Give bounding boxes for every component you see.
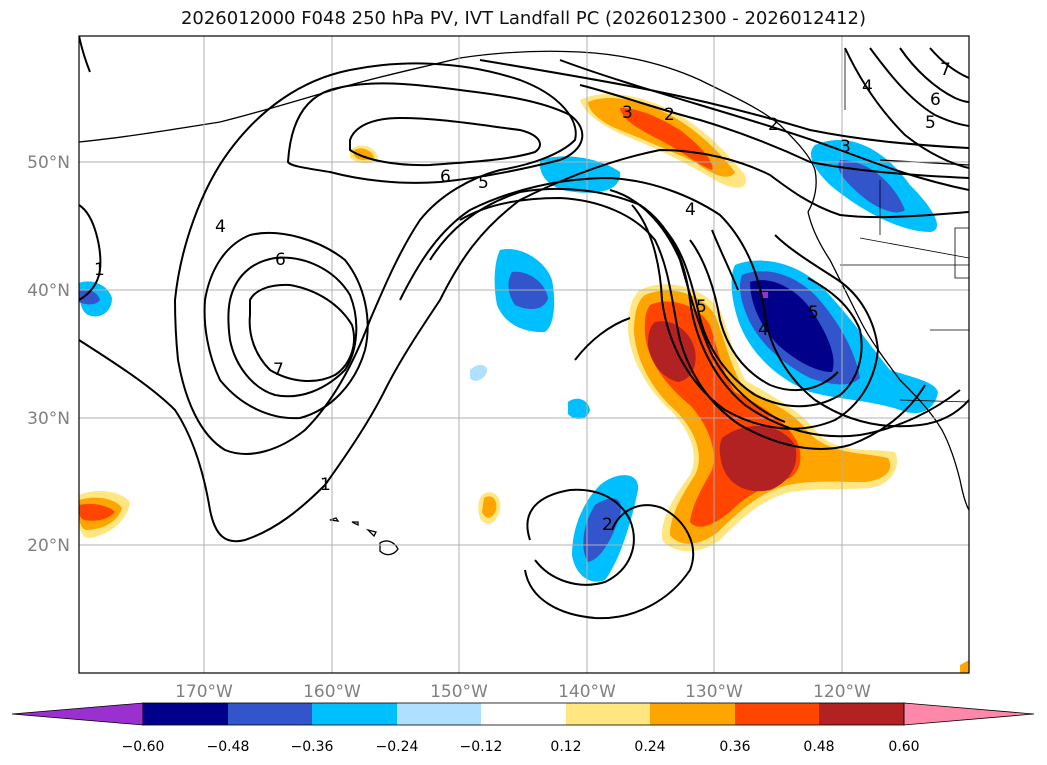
pv-contours: [79, 36, 969, 620]
lon-label: 120°W: [813, 682, 871, 702]
contour-label-layer: 3 2 1 6 5 4 7 6 5 4 6 7 5 4 3 2 1 2 4 5: [94, 60, 951, 535]
lat-label: 40°N: [27, 281, 70, 301]
colorbar-bin: [228, 703, 312, 725]
colorbar-tick: 0.60: [888, 739, 919, 755]
colorbar-bin: [650, 703, 735, 725]
contour-label: 6: [930, 90, 941, 110]
contour-label: 1: [94, 260, 105, 280]
contour-label: 5: [925, 113, 936, 133]
contour-label: 7: [940, 60, 951, 80]
contour-label: 6: [440, 167, 451, 187]
colorbar-bin: [312, 703, 397, 725]
contour-label: 4: [685, 200, 696, 220]
contour-label: 4: [758, 320, 769, 340]
colorbar-tick: −0.60: [122, 739, 165, 755]
colorbar-tick: 0.48: [803, 739, 834, 755]
lon-label: 170°W: [175, 682, 233, 702]
colorbar-bin: [397, 703, 481, 725]
contour-label: 5: [478, 173, 489, 193]
colorbar: −0.60 −0.48 −0.36 −0.24 −0.12 0.12 0.24 …: [11, 702, 1035, 755]
colorbar-tick: −0.12: [460, 739, 503, 755]
colorbar-bin: [481, 703, 566, 725]
lon-label: 160°W: [303, 682, 361, 702]
contour-label: 7: [273, 360, 284, 380]
colorbar-tick: 0.36: [719, 739, 750, 755]
colorbar-min-extend: [11, 702, 144, 726]
contour-label: 3: [840, 137, 851, 157]
colorbar-tick: 0.12: [550, 739, 581, 755]
map-title: 2026012000 F048 250 hPa PV, IVT Landfall…: [180, 8, 867, 29]
colorbar-max-extend: [903, 702, 1035, 726]
colorbar-tick: −0.48: [207, 739, 250, 755]
lon-label: 150°W: [430, 682, 488, 702]
colorbar-bin: [819, 703, 904, 725]
lon-label: 130°W: [685, 682, 743, 702]
colorbar-tick: −0.24: [376, 739, 419, 755]
lat-label: 50°N: [27, 153, 70, 173]
contour-label: 4: [862, 77, 873, 97]
contour-label: 2: [664, 105, 675, 125]
map-frame: [78, 35, 970, 674]
colorbar-tick: −0.36: [291, 739, 334, 755]
colorbar-tick: 0.24: [634, 739, 665, 755]
contour-label: 4: [215, 217, 226, 237]
latitude-labels: 50°N 40°N 30°N 20°N: [27, 153, 70, 556]
colorbar-bin: [566, 703, 650, 725]
contour-label: 3: [622, 103, 633, 123]
colorbar-bin: [143, 703, 228, 725]
longitude-labels: 170°W 160°W 150°W 140°W 130°W 120°W: [175, 682, 871, 702]
coastlines: [79, 48, 969, 556]
lon-label: 140°W: [558, 682, 616, 702]
contour-label: 2: [768, 115, 779, 135]
colorbar-bin: [735, 703, 819, 725]
lat-label: 30°N: [27, 409, 70, 429]
contour-label: 5: [696, 297, 707, 317]
contour-label: 1: [320, 475, 331, 495]
contour-label: 6: [275, 250, 286, 270]
lat-label: 20°N: [27, 536, 70, 556]
contour-label: 2: [602, 515, 613, 535]
contour-label: 5: [808, 303, 819, 323]
graticule: [79, 36, 969, 673]
